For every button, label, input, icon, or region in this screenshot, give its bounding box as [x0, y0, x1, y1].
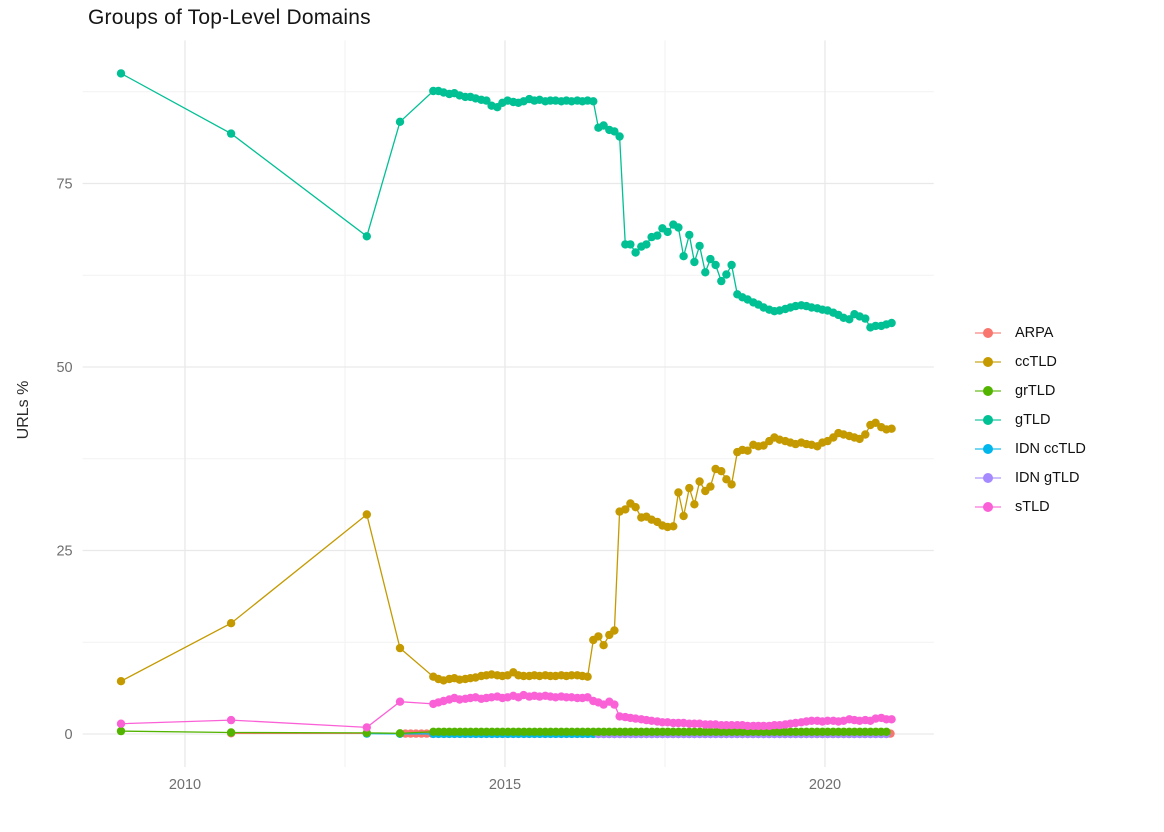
legend-label: ccTLD — [1015, 353, 1057, 370]
legend-key-icon — [975, 385, 1001, 397]
legend-label: IDN gTLD — [1015, 469, 1080, 486]
svg-text:2010: 2010 — [169, 777, 201, 793]
chart-title: Groups of Top-Level Domains — [88, 6, 371, 29]
legend-key-icon — [975, 327, 1001, 339]
series-stld — [116, 690, 896, 732]
svg-text:50: 50 — [56, 360, 72, 376]
svg-text:0: 0 — [65, 727, 73, 743]
svg-text:2020: 2020 — [809, 777, 841, 793]
y-axis-title: URLs % — [15, 380, 32, 440]
legend-label: gTLD — [1015, 411, 1051, 428]
svg-text:75: 75 — [56, 177, 72, 193]
legend-label: sTLD — [1015, 498, 1050, 515]
legend-label: IDN ccTLD — [1015, 440, 1086, 457]
legend: ARPA ccTLD grTLD gTLD IDN ccTLD IDN gTLD sTLD — [975, 318, 1086, 521]
series-gtld — [116, 69, 896, 332]
legend-item-idn-cctld: IDN ccTLD — [975, 434, 1086, 463]
gridlines-major — [82, 40, 934, 768]
legend-item-arpa: ARPA — [975, 318, 1086, 347]
legend-key-icon — [975, 414, 1001, 426]
legend-item-idn-gtld: IDN gTLD — [975, 463, 1086, 492]
legend-item-stld: sTLD — [975, 492, 1086, 521]
legend-key-icon — [975, 501, 1001, 513]
axis-tick-labels: 0 25 50 75 2010 2015 2020 — [56, 177, 841, 794]
legend-item-grtld: grTLD — [975, 376, 1086, 405]
legend-label: ARPA — [1015, 324, 1054, 341]
legend-item-cctld: ccTLD — [975, 347, 1086, 376]
svg-text:25: 25 — [56, 544, 72, 560]
series-grtld — [116, 726, 891, 738]
gridlines-minor — [82, 40, 934, 768]
legend-key-icon — [975, 356, 1001, 368]
legend-label: grTLD — [1015, 382, 1056, 399]
series-cctld — [116, 418, 896, 686]
svg-text:2015: 2015 — [489, 777, 521, 793]
legend-item-gtld: gTLD — [975, 405, 1086, 434]
legend-key-icon — [975, 472, 1001, 484]
legend-key-icon — [975, 443, 1001, 455]
